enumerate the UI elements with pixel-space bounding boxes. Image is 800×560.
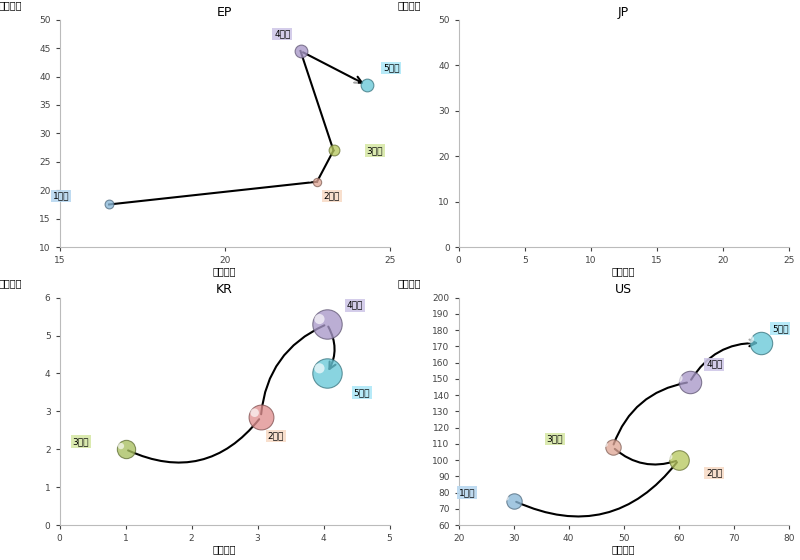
- Title: JP: JP: [618, 6, 630, 18]
- Point: [283, 44, 296, 53]
- Point: [114, 442, 127, 451]
- Point: [744, 335, 757, 344]
- Text: 2구간: 2구간: [706, 469, 722, 478]
- Text: 3구간: 3구간: [73, 437, 90, 446]
- Text: 2구간: 2구간: [324, 192, 340, 200]
- Point: [500, 493, 513, 502]
- Point: [350, 78, 362, 87]
- Point: [313, 364, 326, 373]
- X-axis label: 출원인수: 출원인수: [612, 267, 635, 277]
- Point: [672, 456, 685, 465]
- Title: US: US: [615, 283, 632, 296]
- Point: [102, 200, 115, 209]
- Text: 4구간: 4구간: [346, 301, 363, 310]
- Y-axis label: 출원건수: 출원건수: [398, 1, 421, 11]
- Point: [754, 339, 767, 348]
- Y-axis label: 출원건수: 출원건수: [0, 278, 22, 288]
- Point: [672, 374, 685, 382]
- Point: [119, 445, 132, 454]
- Text: 1구간: 1구간: [458, 488, 475, 497]
- Point: [507, 496, 520, 505]
- Text: 4구간: 4구간: [274, 30, 290, 39]
- Text: 5구간: 5구간: [383, 63, 399, 73]
- Text: 2구간: 2구간: [267, 431, 284, 441]
- Point: [313, 315, 326, 324]
- X-axis label: 출원인수: 출원인수: [612, 544, 635, 554]
- Text: 5구간: 5구간: [772, 324, 789, 333]
- Text: 4구간: 4구간: [706, 360, 722, 368]
- Point: [95, 198, 108, 207]
- Point: [310, 178, 323, 186]
- Point: [360, 81, 373, 90]
- Point: [321, 320, 334, 329]
- Y-axis label: 출원건수: 출원건수: [0, 1, 22, 11]
- Text: 3구간: 3구간: [366, 146, 383, 155]
- Text: 3구간: 3구간: [546, 435, 563, 444]
- Point: [606, 442, 619, 451]
- Text: 1구간: 1구간: [53, 192, 70, 200]
- Title: EP: EP: [217, 6, 232, 18]
- Text: 5구간: 5구간: [354, 388, 370, 397]
- X-axis label: 출원연수: 출원연수: [213, 267, 236, 277]
- Point: [598, 440, 611, 449]
- Y-axis label: 출원건수: 출원건수: [398, 278, 421, 288]
- Point: [662, 452, 675, 461]
- Point: [327, 146, 340, 155]
- Point: [248, 408, 261, 417]
- Point: [303, 176, 316, 185]
- Point: [318, 144, 331, 153]
- Title: KR: KR: [216, 283, 233, 296]
- Point: [254, 413, 267, 422]
- Point: [683, 377, 696, 386]
- Point: [321, 369, 334, 378]
- X-axis label: 출원인수: 출원인수: [213, 544, 236, 554]
- Point: [294, 46, 307, 55]
